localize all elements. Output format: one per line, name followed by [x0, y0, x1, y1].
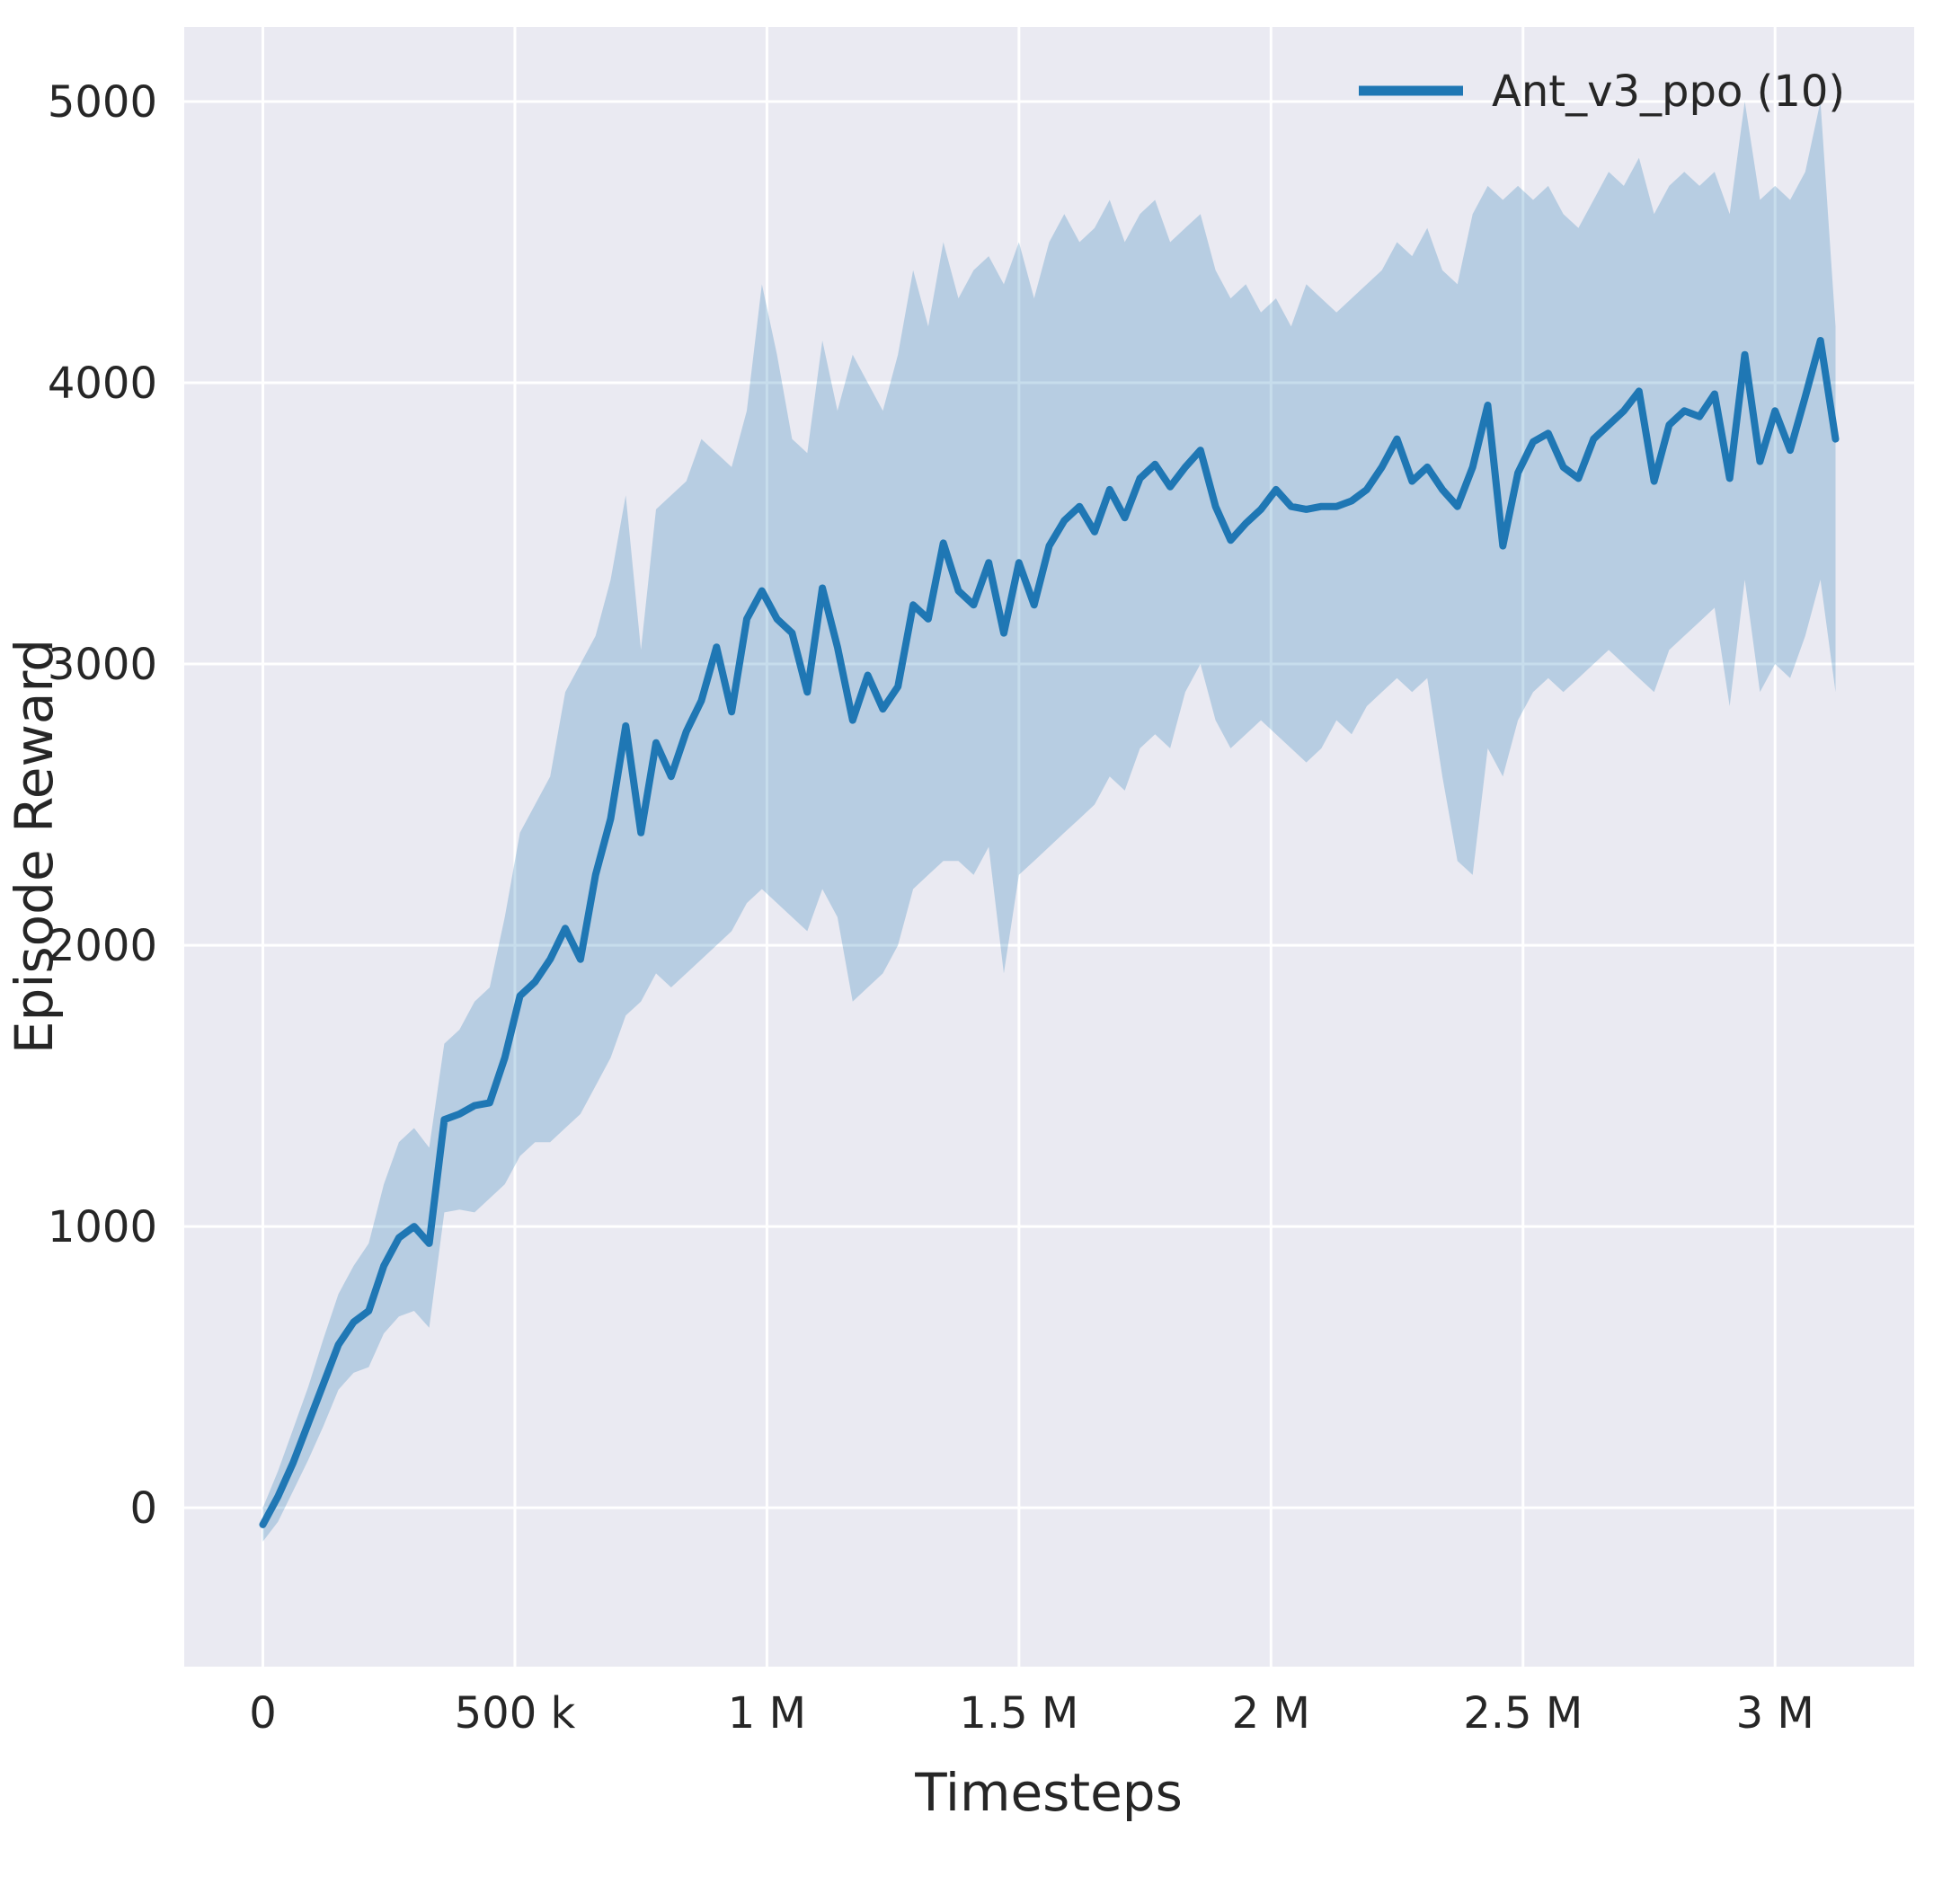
y-tick-label: 3000	[48, 640, 157, 690]
x-tick-label: 3 M	[1736, 1688, 1814, 1739]
confidence-band	[262, 102, 1836, 1542]
x-tick-label: 0	[249, 1688, 277, 1739]
y-tick-label: 2000	[48, 921, 157, 971]
x-tick-label: 500 k	[455, 1688, 576, 1739]
x-tick-label: 2.5 M	[1463, 1688, 1583, 1739]
x-axis-label: Timesteps	[914, 1762, 1183, 1823]
legend: Ant_v3_ppo (10)	[1359, 66, 1845, 117]
legend-label: Ant_v3_ppo (10)	[1492, 66, 1845, 117]
y-tick-labels: 0 1000 2000 3000 4000 5000	[48, 77, 157, 1534]
y-tick-label: 4000	[48, 358, 157, 409]
y-axis-label: Episode Reward	[4, 639, 65, 1054]
x-tick-labels: 0 500 k 1 M 1.5 M 2 M 2.5 M 3 M	[249, 1688, 1814, 1739]
confidence-band-area	[262, 102, 1836, 1542]
plot-area	[184, 27, 1914, 1667]
x-tick-label: 1.5 M	[959, 1688, 1078, 1739]
y-tick-label: 0	[129, 1483, 157, 1534]
mean-line	[259, 337, 1840, 1528]
x-tick-label: 1 M	[728, 1688, 806, 1739]
mean-line-path	[259, 337, 1840, 1528]
x-tick-label: 2 M	[1232, 1688, 1310, 1739]
gridlines	[184, 27, 1914, 1667]
y-tick-label: 1000	[48, 1202, 157, 1252]
y-tick-label: 5000	[48, 77, 157, 128]
